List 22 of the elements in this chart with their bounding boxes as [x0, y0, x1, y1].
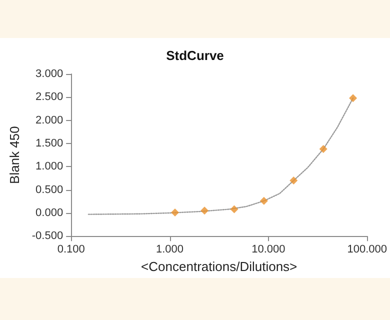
- chart-title: StdCurve: [166, 48, 224, 63]
- point: [171, 208, 180, 216]
- point: [260, 196, 268, 205]
- y-tick-label: 3.000: [36, 68, 64, 80]
- x-tick-label: 100.000: [347, 244, 387, 256]
- x-tick-label: 10.000: [252, 244, 286, 256]
- y-axis-title: Blank 450: [7, 126, 22, 184]
- point: [200, 206, 209, 215]
- x-tick-label: 1.000: [156, 244, 184, 256]
- x-tick-label: 0.100: [57, 244, 85, 256]
- y-tick-label: 2.000: [36, 114, 64, 126]
- y-tick-label: 2.500: [36, 91, 64, 104]
- y-tick-label: 0.000: [36, 206, 64, 219]
- point: [349, 94, 358, 102]
- x-axis-title: <Concentrations/Dilutions>: [141, 259, 298, 274]
- y-tick-label: 0.500: [36, 184, 64, 196]
- point: [230, 205, 238, 214]
- point: [290, 176, 298, 185]
- y-tick-label: 1.500: [36, 137, 64, 150]
- point: [319, 145, 328, 154]
- y-tick-label: 1.000: [36, 160, 64, 173]
- y-tick-label: -0.500: [32, 230, 64, 242]
